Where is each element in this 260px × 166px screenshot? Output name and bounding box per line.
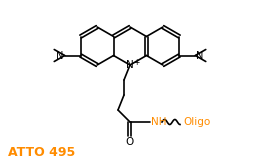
Text: N: N	[196, 50, 204, 60]
Text: NH: NH	[151, 117, 166, 127]
Text: +: +	[133, 57, 139, 67]
Text: Oligo: Oligo	[183, 117, 210, 127]
Text: O: O	[126, 137, 134, 147]
Text: N: N	[126, 60, 134, 70]
Text: ATTO 495: ATTO 495	[8, 146, 75, 159]
Text: N: N	[56, 50, 64, 60]
